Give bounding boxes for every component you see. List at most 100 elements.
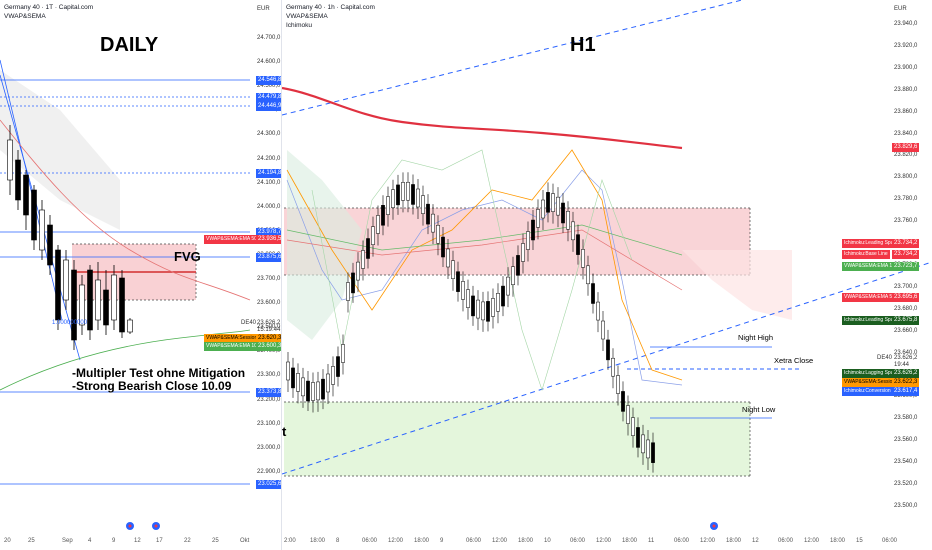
h1-candle-body <box>506 276 510 296</box>
daily-time-tick: 20 <box>4 538 11 544</box>
event-icon-dot <box>154 524 158 528</box>
daily-candle-body <box>127 319 133 333</box>
h1-header-indicator-vwap: VWAP&SEMA <box>286 13 328 20</box>
h1-candle-body <box>566 210 570 230</box>
daily-indicator-value-tag: 23.600,3 <box>256 342 282 351</box>
daily-candle-body <box>23 174 29 216</box>
h1-time-tick: 06:00 <box>466 538 482 544</box>
h1-time-tick: 12:00 <box>596 538 612 544</box>
daily-time-tick: 12 <box>134 538 141 544</box>
h1-candle-body <box>581 249 585 268</box>
daily-price-tick: 23.700,0 <box>257 276 281 282</box>
h1-price-tick: 23.580,0 <box>894 415 918 422</box>
h1-candle-body <box>571 221 575 241</box>
h1-price-tick: 23.540,0 <box>894 459 918 465</box>
h1-time-tick: 11 <box>648 538 655 544</box>
h1-price-tick: 23.560,0 <box>894 437 918 444</box>
daily-candle-body <box>79 284 85 326</box>
daily-header-title: Germany 40 · 1T · Capital.com <box>4 4 94 11</box>
h1-indicator-name-tag: Ichimoku:Conversion Line <box>842 387 904 396</box>
daily-candle-body <box>95 279 101 321</box>
h1-timeframe-label: H1 <box>570 34 596 56</box>
annotation-line-1: -Multipler Test ohne Mitigation <box>72 366 246 380</box>
h1-candle-body <box>436 224 440 244</box>
h1-time-tick: 12:00 <box>388 538 404 544</box>
h1-candle-body <box>641 434 645 454</box>
h1-candle-body <box>426 203 430 225</box>
h1-chart-pane[interactable]: Germany 40 · 1h · Capital.com VWAP&SEMA … <box>282 0 932 550</box>
h1-candle-body <box>326 373 330 393</box>
daily-time-tick: 4 <box>88 538 92 544</box>
fvg-label: FVG <box>174 249 201 264</box>
h1-indicator-value-tag: 23.695,6 <box>892 293 920 302</box>
h1-red-level-tag: 23.829,6 <box>892 143 920 152</box>
h1-candle-body <box>516 255 520 276</box>
night-low-label: Night Low <box>742 405 776 414</box>
h1-price-tick: 23.700,0 <box>894 283 918 290</box>
daily-price-tick: 23.000,0 <box>257 444 281 451</box>
daily-candle-body <box>119 277 125 333</box>
h1-price-tick: 23.800,0 <box>894 174 918 181</box>
h1-candle-body <box>421 195 425 214</box>
h1-candle-body <box>316 381 320 401</box>
h1-candle-body <box>576 234 580 255</box>
daily-indicator-name-tag: VWAP&SEMA:EMA 100 <box>204 342 262 351</box>
daily-symbol-label: DE40 <box>241 320 257 326</box>
h1-candle-body <box>526 231 530 250</box>
h1-candle-body <box>631 417 635 436</box>
h1-price-tick: 23.760,0 <box>894 218 918 225</box>
daily-level-tag: 24.479,8 <box>256 93 282 102</box>
daily-ema100-line <box>0 329 251 391</box>
h1-candle-body <box>396 184 400 206</box>
daily-chart-canvas[interactable] <box>0 0 282 550</box>
h1-candle-body <box>466 289 470 308</box>
daily-level-tag: 24.446,9 <box>256 102 282 111</box>
h1-price-tick: 23.900,0 <box>894 64 918 71</box>
h1-price-tick: 23.920,0 <box>894 42 918 49</box>
h1-time-tick: 2:00 <box>284 538 296 544</box>
h1-price-tick: 23.940,0 <box>894 21 918 27</box>
ema100-line <box>286 224 683 256</box>
h1-candle-body <box>491 298 495 317</box>
ichimoku-cloud-future <box>682 250 792 320</box>
daily-indicator-name-tag: VWAP&SEMA:EMA 50 <box>204 235 259 244</box>
h1-time-tick: 9 <box>440 538 444 544</box>
h1-indicator-value-tag: 23.622,3 <box>892 378 920 387</box>
daily-price-tick: 24.000,0 <box>257 203 281 210</box>
h1-candle-body <box>476 299 480 319</box>
h1-candle-body <box>616 375 620 394</box>
conversion-line <box>286 169 683 386</box>
h1-indicator-value-tag: 23.675,8 <box>892 316 920 325</box>
daily-price-tick: 24.300,0 <box>257 131 281 138</box>
h1-indicator-name-tag: Ichimoku:Base Line <box>842 250 890 259</box>
daily-last-price: 23.626,2 <box>257 320 281 326</box>
daily-candle-body <box>111 274 117 321</box>
h1-chart-canvas[interactable] <box>282 0 932 550</box>
h1-candle-body <box>511 266 515 285</box>
daily-price-tick: 23.600,0 <box>257 300 281 307</box>
fib-level-label: 1.000000000 <box>52 320 88 326</box>
h1-price-tick: 23.840,0 <box>894 130 918 137</box>
h1-price-tick: 23.600,0 <box>894 393 918 400</box>
h1-time-tick: 18:00 <box>726 538 742 544</box>
daily-indicator-value-tag: 23.620,3 <box>256 334 282 343</box>
daily-price-tick: 24.700,0 <box>257 35 281 41</box>
daily-time-tick: Okt <box>240 538 250 544</box>
h1-candle-body <box>551 193 555 212</box>
daily-level-tag: 23.875,6 <box>256 253 282 262</box>
h1-candle-body <box>556 196 560 216</box>
daily-price-tick: 24.200,0 <box>257 155 281 162</box>
h1-time-tick: 06:00 <box>362 538 378 544</box>
rising-trend-line <box>282 261 932 475</box>
daily-chart-pane[interactable]: Germany 40 · 1T · Capital.com VWAP&SEMA … <box>0 0 282 550</box>
h1-candle-body <box>391 189 395 208</box>
h1-candle-body <box>406 181 410 201</box>
h1-indicator-value-tag: 23.626,2 <box>892 369 920 378</box>
h1-candle-body <box>596 301 600 321</box>
h1-candle-body <box>431 213 435 233</box>
vwap-line <box>286 149 683 381</box>
h1-candle-body <box>301 377 305 397</box>
h1-candle-body <box>586 265 590 285</box>
h1-candle-body <box>456 271 460 292</box>
fib-shade <box>0 70 120 230</box>
